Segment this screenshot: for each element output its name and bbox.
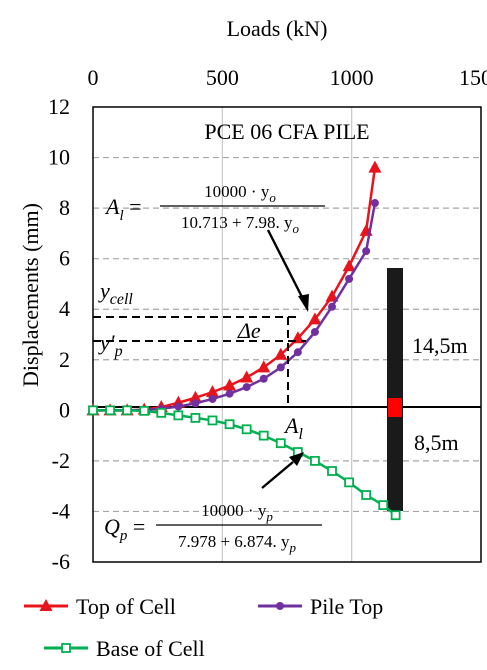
legend-entry: Base of Cell <box>44 636 205 661</box>
data-point <box>224 419 235 430</box>
data-point <box>139 405 150 416</box>
svg-text:10.713 + 7.98. yo: 10.713 + 7.98. yo <box>181 213 300 236</box>
data-point <box>345 274 354 283</box>
y-tick-label: 2 <box>59 347 70 372</box>
x-axis-title: Loads (kN) <box>227 16 328 41</box>
y-tick-label: 12 <box>48 94 70 119</box>
legend-entry: Top of Cell <box>24 594 176 619</box>
legend-entry: Pile Top <box>258 594 383 619</box>
data-point <box>105 405 115 416</box>
legend-swatch-marker <box>39 599 53 611</box>
data-point <box>378 500 389 511</box>
data-point <box>88 405 98 416</box>
data-point <box>207 415 218 426</box>
data-point <box>368 160 382 173</box>
y-tick-label: 0 <box>59 397 70 422</box>
y-tick-label: -2 <box>52 448 70 473</box>
tick-labels: 0 500 1000 1500 -6 -4 -2 0 2 4 6 8 10 12 <box>48 65 487 574</box>
load-cell-marker <box>388 398 402 417</box>
y-tick-label: 10 <box>48 145 70 170</box>
y-tick-label: 8 <box>59 195 70 220</box>
svg-text:10000 · yp: 10000 · yp <box>201 501 273 524</box>
x-tick-label: 1500 <box>459 65 487 90</box>
y-tick-label: 6 <box>59 246 70 271</box>
y-p-label: y′p <box>98 330 123 360</box>
q-p-arrow <box>261 452 304 489</box>
pile-upper-length: 14,5m <box>412 333 468 358</box>
data-point <box>191 399 200 408</box>
data-point <box>258 430 269 441</box>
data-point <box>361 490 372 500</box>
pile-schematic: 14,5m 8,5m <box>387 268 468 511</box>
pile-body <box>387 268 403 511</box>
data-point <box>308 312 322 325</box>
data-point <box>259 374 268 383</box>
legend-label: Base of Cell <box>96 636 205 661</box>
legend-swatch-marker <box>61 643 71 653</box>
pile-lower-length: 8,5m <box>414 430 459 455</box>
legend-label: Top of Cell <box>76 594 176 619</box>
svg-text:Al: Al <box>283 413 303 443</box>
a-l-formula: Al = 10000 · yo 10.713 + 7.98. yo <box>104 182 325 236</box>
svg-text:ycell: ycell <box>98 278 133 308</box>
data-point <box>225 389 234 398</box>
a-l-point-label: Al <box>283 413 303 443</box>
data-point <box>325 289 339 302</box>
plot-frame <box>92 106 482 563</box>
data-point <box>208 394 217 403</box>
data-point <box>242 383 251 392</box>
data-point <box>240 370 254 383</box>
a-l-arrow <box>266 229 309 312</box>
legend-swatch-marker <box>276 602 284 610</box>
y-tick-label: 4 <box>59 296 70 321</box>
data-point <box>328 302 337 311</box>
data-point <box>190 413 201 423</box>
legend: Top of Cell Pile Top Base of Cell <box>24 594 383 661</box>
y-tick-label: -6 <box>52 549 70 574</box>
data-point <box>362 247 371 256</box>
construction-lines <box>93 316 306 407</box>
data-point <box>342 259 356 272</box>
svg-text:7.978 + 6.874. yp: 7.978 + 6.874. yp <box>178 532 297 555</box>
chart-title: PCE 06 CFA PILE <box>204 119 369 144</box>
data-point <box>274 347 288 360</box>
legend-label: Pile Top <box>310 594 383 619</box>
data-point <box>206 385 220 398</box>
data-point <box>156 407 167 418</box>
y-axis-title: Displacements (mm) <box>18 203 43 387</box>
data-point <box>310 327 319 336</box>
q-p-formula: Qp = 10000 · yp 7.978 + 6.874. yp <box>104 501 322 555</box>
data-point <box>188 390 202 403</box>
data-point <box>173 410 184 421</box>
data-point <box>241 424 252 435</box>
data-point <box>276 363 285 372</box>
data-point <box>122 405 133 416</box>
x-tick-label: 500 <box>206 65 239 90</box>
svg-text:Al =: Al = <box>104 194 142 224</box>
data-point <box>370 199 379 208</box>
data-point <box>257 360 271 373</box>
x-tick-label: 1000 <box>330 65 374 90</box>
y-tick-label: -4 <box>52 498 70 523</box>
data-point <box>344 477 354 488</box>
data-point <box>390 510 401 521</box>
svg-text:Qp =: Qp = <box>104 514 145 544</box>
data-point <box>327 466 337 476</box>
x-tick-label: 0 <box>88 65 99 90</box>
svg-text:10000 · yo: 10000 · yo <box>204 182 276 205</box>
data-point <box>310 455 320 466</box>
data-point <box>275 438 286 449</box>
svg-text:y′p: y′p <box>98 330 123 360</box>
delta-e-label: Δe <box>237 318 261 343</box>
data-point <box>223 378 237 391</box>
y-cell-label: ycell <box>98 278 133 308</box>
data-point <box>174 402 183 411</box>
data-point <box>293 348 302 357</box>
